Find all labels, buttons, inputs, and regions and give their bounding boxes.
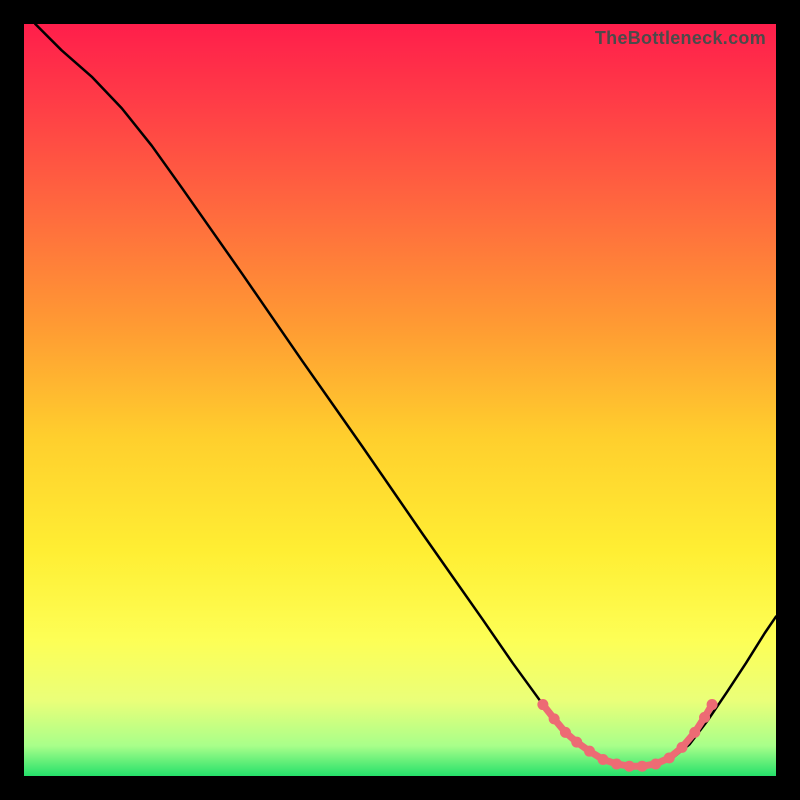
highlight-marker: [664, 752, 675, 763]
gradient-plot-svg: [24, 24, 776, 776]
chart-frame: TheBottleneck.com: [0, 0, 800, 800]
highlight-marker: [624, 761, 635, 772]
highlight-marker: [584, 746, 595, 757]
highlight-marker: [549, 713, 560, 724]
highlight-marker: [598, 754, 609, 765]
highlight-marker: [637, 761, 648, 772]
highlight-marker: [560, 727, 571, 738]
highlight-marker: [699, 712, 710, 723]
highlight-marker: [571, 737, 582, 748]
highlight-marker: [537, 699, 548, 710]
gradient-background: [24, 24, 776, 776]
highlight-marker: [689, 727, 700, 738]
watermark-text: TheBottleneck.com: [595, 28, 766, 49]
highlight-marker: [650, 758, 661, 769]
highlight-marker: [611, 758, 622, 769]
plot-area: TheBottleneck.com: [24, 24, 776, 776]
highlight-marker: [677, 742, 688, 753]
highlight-marker: [707, 699, 718, 710]
